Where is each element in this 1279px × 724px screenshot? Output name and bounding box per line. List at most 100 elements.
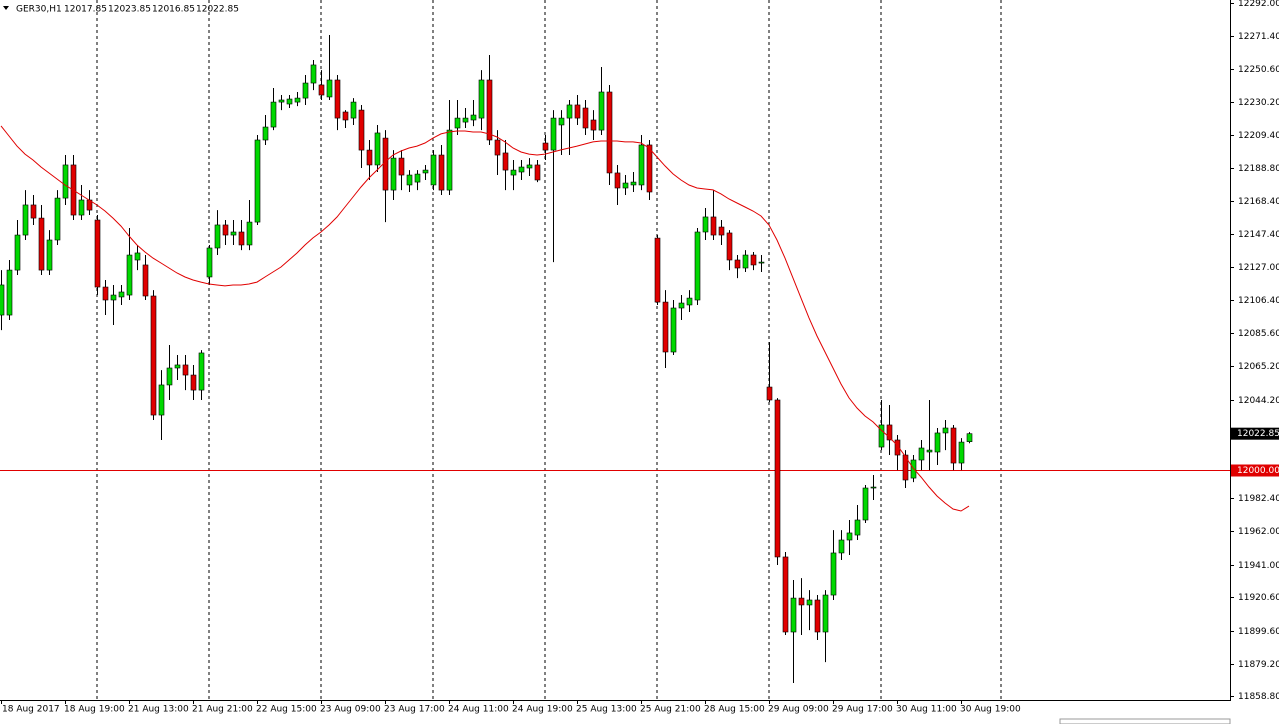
candle-body — [6, 269, 13, 316]
candle-body — [878, 424, 885, 448]
candle-body — [366, 149, 373, 166]
candle-body — [118, 291, 125, 298]
candle-body — [718, 226, 725, 236]
y-tick-label: 11920.60 — [1238, 593, 1279, 603]
candle-body — [574, 104, 581, 119]
candle-body — [30, 204, 37, 219]
candle-body — [398, 157, 405, 176]
header-open: 12017.85 — [64, 5, 107, 15]
current-price-label: 12022.85 — [1237, 429, 1279, 439]
menu-arrow[interactable] — [3, 6, 9, 10]
x-tick-label: 21 Aug 13:00 — [128, 705, 189, 715]
candle-body — [374, 132, 381, 166]
candle-body — [526, 164, 533, 169]
candle-body — [918, 447, 925, 461]
candle-body — [694, 231, 701, 301]
y-tick-label: 12250.60 — [1238, 65, 1279, 75]
candle-body — [862, 487, 869, 521]
candle-body — [502, 152, 509, 171]
y-tick-label: 11899.60 — [1238, 627, 1279, 637]
moving-average — [0, 125, 970, 512]
candle-body — [310, 64, 317, 84]
candle-body — [342, 111, 349, 121]
candle-body — [678, 302, 685, 309]
candle-body — [238, 231, 245, 246]
period-separators — [96, 0, 1002, 700]
candle-body — [326, 79, 333, 98]
header-low: 12016.85 — [152, 5, 195, 15]
candle-body — [302, 82, 309, 99]
y-tick-label: 12188.80 — [1238, 164, 1279, 174]
y-tick-label: 12044.20 — [1238, 396, 1279, 406]
x-tick-label: 29 Aug 09:00 — [768, 705, 829, 715]
candle-body — [518, 166, 525, 173]
candle-body — [582, 107, 589, 129]
x-tick-label: 28 Aug 15:00 — [704, 705, 765, 715]
candle-body — [150, 295, 157, 416]
candle-body — [894, 439, 901, 456]
candle-body — [846, 532, 853, 541]
x-tick-label: 24 Aug 11:00 — [448, 705, 509, 715]
candle-body — [422, 169, 429, 174]
candle-body — [246, 221, 253, 246]
candle-body — [766, 386, 773, 401]
candle-body — [470, 114, 477, 121]
candle-body — [542, 142, 549, 151]
candle-body — [710, 216, 717, 236]
candle-body — [790, 597, 797, 633]
chart-title: GER30,H1 — [16, 5, 62, 15]
candle-body — [702, 216, 709, 233]
y-tick-label: 12106.40 — [1238, 296, 1279, 306]
level-price-box — [1231, 464, 1279, 477]
candle-body — [134, 252, 141, 261]
x-tick-label: 24 Aug 19:00 — [512, 705, 573, 715]
current-price-box — [1231, 427, 1279, 440]
candle-body — [510, 169, 517, 176]
candle-body — [622, 182, 629, 189]
candle-body — [174, 364, 181, 369]
candle-body — [230, 231, 237, 236]
candle-body — [590, 119, 597, 131]
candle-body — [214, 224, 221, 249]
candle-body — [38, 217, 45, 271]
candle-body — [670, 307, 677, 353]
candle-body — [830, 552, 837, 596]
candle-body — [534, 164, 541, 181]
candle-body — [806, 599, 813, 606]
candle-body — [494, 139, 501, 156]
candle-body — [630, 181, 637, 186]
x-tick-label: 25 Aug 21:00 — [640, 705, 701, 715]
candle-body — [478, 79, 485, 119]
y-tick-label: 12209.40 — [1238, 131, 1279, 141]
candle-body — [838, 539, 845, 554]
candle-body — [254, 139, 261, 223]
scrollbar[interactable] — [1059, 718, 1231, 724]
candle-body — [814, 599, 821, 633]
candle-body — [430, 154, 437, 186]
y-tick-label: 12127.00 — [1238, 263, 1279, 273]
y-tick-label: 11941.00 — [1238, 561, 1279, 571]
candle-body — [606, 91, 613, 174]
candle-body — [958, 441, 965, 464]
x-tick-label: 30 Aug 19:00 — [960, 705, 1021, 715]
y-tick-label: 12168.40 — [1238, 197, 1279, 207]
x-tick-label: 18 Aug 19:00 — [64, 705, 125, 715]
candle-body — [686, 297, 693, 306]
candle-body — [550, 117, 557, 151]
candle-body — [382, 137, 389, 191]
x-tick-label: 23 Aug 09:00 — [320, 705, 381, 715]
y-tick-label: 12085.60 — [1238, 329, 1279, 339]
candle-body — [142, 264, 149, 297]
candle-body — [758, 261, 765, 264]
candle-body — [950, 427, 957, 464]
candle-body — [566, 104, 573, 119]
candle-body — [158, 384, 165, 416]
y-tick-label: 12147.40 — [1238, 230, 1279, 240]
x-tick-label: 25 Aug 13:00 — [576, 705, 637, 715]
candle-body — [62, 164, 69, 199]
candle-body — [486, 79, 493, 141]
candle-body — [870, 486, 877, 489]
candle-body — [46, 239, 53, 271]
candle-body — [286, 98, 293, 105]
candle-body — [942, 427, 949, 434]
